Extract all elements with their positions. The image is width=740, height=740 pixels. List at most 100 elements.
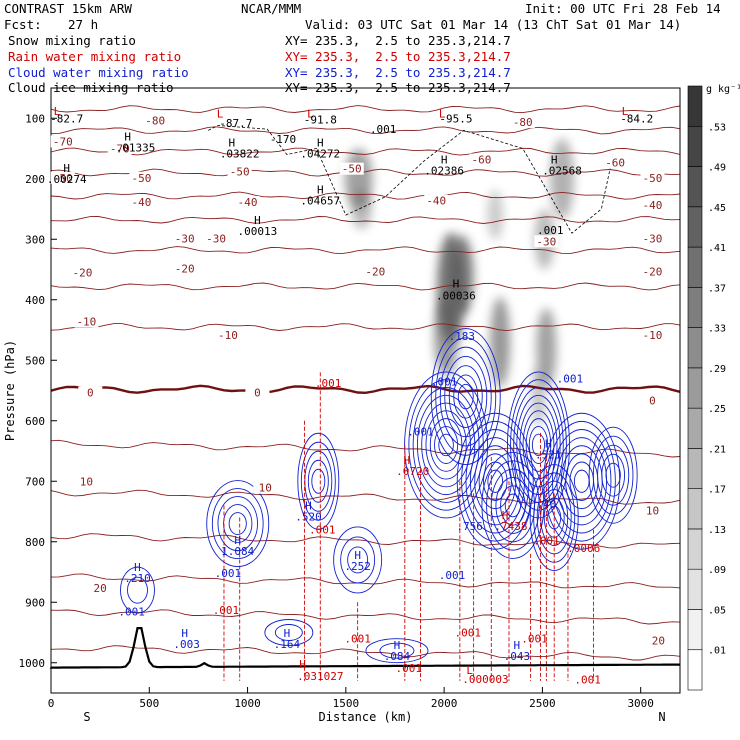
forecast-hour: 27 h <box>68 17 99 32</box>
contour-annotation: .000003 <box>462 673 508 686</box>
isotherm-label: -50 <box>53 172 73 185</box>
init-time: Init: 00 UTC Fri 28 Feb 14 <box>525 1 721 16</box>
colorbar-cell-9 <box>687 287 703 328</box>
cloud-water-contour-12-0 <box>264 619 314 646</box>
contour-annotation: H <box>394 639 401 652</box>
cloud-water-contour-9-1 <box>547 420 616 542</box>
isotherm-line-15 <box>50 645 681 661</box>
contour-annotation: 1.084 <box>221 545 254 558</box>
cloud-water-contour-4-6 <box>457 383 474 410</box>
colorbar-cell-1 <box>687 609 703 651</box>
colorbar-label: .17 <box>708 485 726 496</box>
isotherm-label-bg-6 <box>640 171 665 184</box>
isotherm-label-bg-1 <box>107 142 132 155</box>
contour-annotation: H <box>317 136 324 149</box>
y-tick-label: 100 <box>25 112 45 125</box>
isotherm-label-bg-8 <box>50 171 75 184</box>
isotherm-label: 20 <box>94 582 107 595</box>
isotherm-label: -20 <box>73 267 93 280</box>
contour-annotation: .001 <box>118 605 145 618</box>
contour-annotation: .001 <box>315 377 342 390</box>
isotherm-label: -30 <box>175 232 195 245</box>
colorbar-label: .41 <box>708 243 726 254</box>
isotherm-label-bg-7 <box>469 153 494 166</box>
isotherm-label: -50 <box>131 172 151 185</box>
legend-cloud-water-label: Cloud water mixing ratio <box>8 65 189 80</box>
contour-annotation: -87.7 <box>219 117 252 130</box>
cloud-water-contour-2-1 <box>340 536 376 584</box>
isotherm-label: 0 <box>649 394 656 407</box>
contour-annotation: H <box>354 549 361 562</box>
contour-annotation: .001 <box>557 372 584 385</box>
contour-annotation: H <box>514 639 521 652</box>
colorbar-label: .21 <box>708 444 726 455</box>
y-tick-label: 500 <box>25 354 45 367</box>
contour-annotation: .183 <box>449 330 476 343</box>
isotherm-label-bg-20 <box>363 265 388 278</box>
cloud-water-contour-9-7 <box>573 469 590 493</box>
x-tick-label: 1000 <box>234 697 261 710</box>
isotherm-line-3 <box>50 168 681 177</box>
contour-annotation: .03822 <box>220 147 260 160</box>
isotherm-label-bg-21 <box>640 265 665 278</box>
contour-annotation: -82.7 <box>50 112 83 125</box>
x-tick-label: 2000 <box>431 697 458 710</box>
colorbar-cell-6 <box>687 407 703 449</box>
cloud-water-contour-0-2 <box>217 496 258 552</box>
colorbar-cell-5 <box>687 448 703 489</box>
forecast-label: Fcst: <box>4 17 42 32</box>
y-tick-label: 700 <box>25 475 45 488</box>
isotherm-label: -40 <box>643 199 663 212</box>
axis-end-south: S <box>83 710 90 724</box>
isotherm-label: -60 <box>472 154 492 167</box>
isotherm-label: -50 <box>230 166 250 179</box>
cloud-water-contour-3-8 <box>438 433 454 457</box>
colorbar-cell-4 <box>687 488 703 530</box>
cloud-water-contour-7-0 <box>507 371 570 519</box>
isotherm-label: -40 <box>131 196 151 209</box>
cloud-water-contour-7-8 <box>531 433 546 457</box>
y-axis-title: Pressure (hPa) <box>3 340 17 441</box>
cloud-water-contour-4-0 <box>430 328 501 465</box>
contour-annotation: -84.2 <box>620 112 653 125</box>
contour-annotation: .520 <box>295 510 322 523</box>
contour-annotation: .001 <box>533 535 560 548</box>
isotherm-label-bg-33 <box>646 634 671 647</box>
contour-annotation: .001 <box>439 569 466 582</box>
isotherm-label: -50 <box>643 172 663 185</box>
colorbar-cell-7 <box>687 367 703 409</box>
isotherm-label-bg-12 <box>129 195 154 208</box>
isotherm-label-bg-0 <box>50 135 75 148</box>
cloud-water-contour-6-1 <box>486 460 540 551</box>
contour-annotation: L <box>307 107 314 120</box>
isotherm-label-bg-30 <box>253 481 278 494</box>
cloud-water-contour-6-3 <box>495 477 531 534</box>
isotherm-label-bg-16 <box>172 232 197 245</box>
cloud-water-contour-0-1 <box>211 488 264 560</box>
cloud-water-contour-0-0 <box>206 480 270 568</box>
y-tick-label: 300 <box>25 233 45 246</box>
contour-annotation: .04272 <box>300 147 340 160</box>
colorbar-cell-2 <box>687 568 703 610</box>
legend-cloud-water-xy: XY= 235.3, 2.5 to 235.3,214.7 <box>285 65 511 80</box>
isotherm-label-bg-2 <box>143 114 168 127</box>
isotherm-label-bg-17 <box>534 235 559 248</box>
cloud-water-contour-10-4 <box>605 462 621 488</box>
isotherm-line-0 <box>50 105 681 114</box>
contour-annotation: .001 <box>213 604 240 617</box>
center-label: NCAR/MMM <box>241 1 302 16</box>
isotherm-label: 10 <box>80 475 93 488</box>
contour-annotation: H <box>317 184 324 197</box>
contour-annotation: H <box>134 561 141 574</box>
isotherm-label: 0 <box>254 387 261 400</box>
colorbar-label: .53 <box>708 122 726 133</box>
isotherm-label: -30 <box>643 232 663 245</box>
contour-annotation: H <box>181 627 188 640</box>
isotherm-line-14 <box>50 609 681 625</box>
x-tick-label: 2500 <box>529 697 556 710</box>
isotherm-label-bg-25 <box>640 329 665 342</box>
contour-annotation: H <box>441 153 448 166</box>
colorbar-cell-12 <box>687 166 703 208</box>
contour-annotation: .043 <box>504 650 531 663</box>
